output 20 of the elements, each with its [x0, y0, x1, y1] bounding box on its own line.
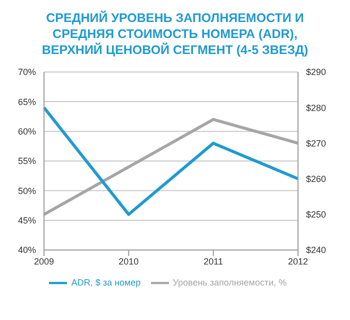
- y2-tick-label: $290: [306, 67, 326, 78]
- y-tick-label: 60%: [18, 126, 36, 137]
- legend-label: ADR, $ за номер: [71, 277, 141, 288]
- x-tick-label: 2011: [204, 256, 224, 266]
- x-tick-label: 2010: [118, 256, 139, 266]
- y-tick-label: 50%: [18, 186, 36, 196]
- y-tick-label: 65%: [18, 96, 36, 107]
- chart-title: СРЕДНИЙ УРОВЕНЬ ЗАПОЛНЯЕМОСТИ И СРЕДНЯЯ СТОИМОСТЬ НОМЕРА (ADR), ВЕРХНИЙ ЦЕНОВОЙ СЕГМЕНТ (4-5 ЗВЕЗД): [40, 10, 310, 59]
- y2-tick-label: $240: [306, 245, 326, 256]
- y-tick-label: 70%: [18, 67, 36, 78]
- y2-tick-label: $270: [306, 138, 326, 148]
- y2-tick-label: $280: [306, 102, 326, 113]
- y-tick-label: 55%: [18, 156, 36, 166]
- x-tick-label: 2012: [288, 256, 308, 266]
- y-tick-label: 40%: [18, 245, 36, 256]
- y2-tick-label: $260: [306, 174, 326, 184]
- x-tick-label: 2009: [34, 256, 54, 266]
- legend-label: Уровень заполняемости, %: [172, 277, 287, 288]
- y-tick-label: 45%: [18, 216, 36, 226]
- y2-tick-label: $250: [306, 210, 326, 220]
